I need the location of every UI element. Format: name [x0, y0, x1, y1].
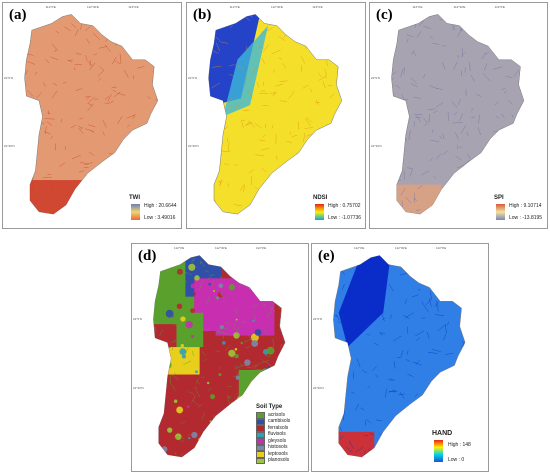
soil-class-label: planosols [268, 457, 290, 464]
legend-low-a: Low : 3.49016 [144, 215, 176, 221]
soil-legend-item: histosols [256, 444, 290, 451]
tick-label: 22°0'N [4, 75, 13, 80]
tick-label: 112°0'E [229, 5, 240, 9]
panel-c-spi: (c) SPI High : 9.10714 Low : -13.8195 11… [369, 2, 548, 229]
soil-class-label: gleysols [268, 437, 287, 444]
tick-label: 112°30'E [271, 5, 283, 9]
legend-low-e: Low : 0 [448, 457, 465, 463]
tick-label: 112°0'E [354, 246, 365, 250]
panel-label-b: (b) [193, 7, 212, 23]
map-e [333, 255, 466, 458]
legend-high-a: High : 20.6644 [144, 203, 177, 209]
panel-b-ndsi: (b) NDSI High : 0.75702 Low : -1.07736 1… [186, 2, 366, 229]
tick-label: 22°0'N [188, 75, 197, 80]
soil-legend-item: fluvisols [256, 431, 290, 438]
tick-label: 113°0'E [494, 5, 505, 9]
tick-label: 113°0'E [435, 246, 447, 250]
color-ramp-c [496, 204, 505, 220]
map-c [391, 14, 525, 215]
tick-label: 22°0'N [133, 317, 142, 322]
panel-e-hand: (e) HAND High : 148 Low : 0 112°0'E 112°3… [311, 243, 489, 472]
soil-swatch [256, 418, 265, 425]
legend-high-e: High : 148 [448, 442, 471, 448]
tick-label: 22°30'N [4, 143, 15, 148]
soil-legend-item: ferralsols [256, 425, 290, 432]
soil-class-label: fluvisols [268, 431, 286, 438]
region-0 [24, 14, 159, 215]
soil-swatch [256, 438, 265, 445]
soil-swatch [256, 444, 265, 451]
legend-low-b: Low : -1.07736 [328, 215, 362, 221]
tick-label: 112°0'E [45, 5, 56, 9]
soil-legend-item: cambisols [256, 418, 291, 425]
soil-swatch [256, 457, 265, 464]
soil-legend-item: planosols [256, 457, 290, 464]
legend-low-c: Low : -13.8195 [509, 215, 543, 221]
color-ramp-b [315, 204, 324, 220]
tick-label: 22°0'N [371, 75, 380, 80]
legend-c: SPI [494, 195, 504, 203]
region-2 [391, 14, 525, 215]
legend-d: Soil Type acrisols cambisols ferralsols flu… [256, 404, 290, 464]
tick-label: 112°0'E [412, 5, 423, 9]
tick-label: 112°30'E [453, 5, 466, 9]
tick-label: 113°0'E [312, 5, 323, 9]
soil-legend-item: gleysols [256, 438, 290, 445]
panel-label-a: (a) [9, 7, 27, 23]
soil-legend-item: acrisols [256, 412, 290, 419]
map-b [208, 14, 343, 215]
legend-title-a: TWI [129, 195, 140, 201]
panel-label-e: (e) [318, 248, 335, 264]
tick-label: 22°0'N [313, 317, 322, 322]
legend-title-b: NDSI [313, 195, 328, 201]
legend-title-d: Soil Type [256, 404, 283, 410]
tick-label: 113°0'E [128, 5, 139, 9]
soil-class-label: cambisols [268, 418, 291, 425]
panel-label-d: (d) [138, 248, 157, 264]
tick-label: 112°30'E [395, 246, 407, 250]
legend-e: HAND [432, 430, 452, 439]
legend-a: TWI [129, 195, 140, 203]
color-ramp-e [434, 440, 443, 462]
tick-label: 113°0'E [255, 246, 267, 250]
legend-b: NDSI [313, 195, 327, 203]
map-a [24, 14, 159, 215]
soil-class-label: leptosols [268, 450, 288, 457]
tick-label: 22°30'N [133, 385, 144, 390]
soil-swatch [256, 412, 265, 419]
panel-label-c: (c) [376, 7, 393, 23]
panel-a-twi: (a) TWI High : 20.6644 Low : 3.49016 112… [2, 2, 182, 229]
color-ramp-a [131, 204, 140, 220]
soil-legend-item: leptosols [256, 451, 290, 458]
tick-label: 22°30'N [188, 143, 199, 148]
legend-title-e: HAND [432, 430, 453, 437]
legend-title-c: SPI [494, 195, 504, 201]
texture-4 [333, 255, 466, 457]
soil-class-label: histosols [268, 444, 288, 451]
tick-label: 22°30'N [313, 385, 324, 390]
panel-d-soil-type: (d) Soil Type acrisols cambisols ferralsol… [131, 243, 309, 472]
tick-label: 112°0'E [174, 246, 185, 250]
soil-swatch [256, 431, 265, 438]
legend-high-b: High : 0.75702 [328, 203, 361, 209]
soil-swatch [256, 425, 265, 432]
soil-class-label: ferralsols [268, 424, 289, 431]
soil-class-label: acrisols [268, 411, 285, 418]
soil-swatch [256, 451, 265, 458]
tick-label: 112°30'E [215, 246, 227, 250]
legend-high-c: High : 9.10714 [509, 203, 542, 209]
tick-label: 22°30'N [371, 143, 382, 148]
tick-label: 112°30'E [87, 5, 99, 9]
map-d [153, 255, 286, 458]
